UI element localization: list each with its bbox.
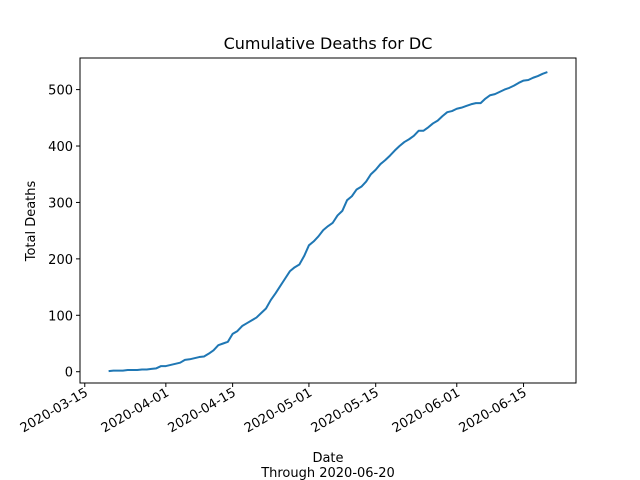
y-tick-label: 100	[48, 309, 73, 324]
series-line	[108, 71, 548, 373]
x-tick-label: 2020-04-01	[99, 385, 172, 436]
x-tick-label: 2020-05-01	[242, 385, 315, 436]
y-axis: 0 100 200 300 400 500	[48, 84, 80, 381]
x-axis-label: Date	[312, 451, 343, 466]
plot-area	[108, 71, 548, 373]
y-axis-label: Total Deaths	[24, 180, 39, 262]
y-tick-label: 0	[65, 366, 73, 381]
y-tick-label: 400	[48, 140, 73, 155]
x-tick-label: 2020-03-15	[18, 385, 91, 436]
y-tick-label: 200	[48, 253, 73, 268]
chart-title: Cumulative Deaths for DC	[224, 34, 433, 53]
plot-frame	[79, 57, 577, 384]
x-tick-label: 2020-06-01	[390, 385, 463, 436]
x-tick-label: 2020-06-15	[457, 385, 530, 436]
y-tick-label: 500	[48, 84, 73, 99]
x-axis-sublabel: Through 2020-06-20	[260, 466, 395, 480]
x-tick-label: 2020-04-15	[166, 385, 239, 436]
y-tick-label: 300	[48, 196, 73, 211]
x-tick-label: 2020-05-15	[309, 385, 382, 436]
